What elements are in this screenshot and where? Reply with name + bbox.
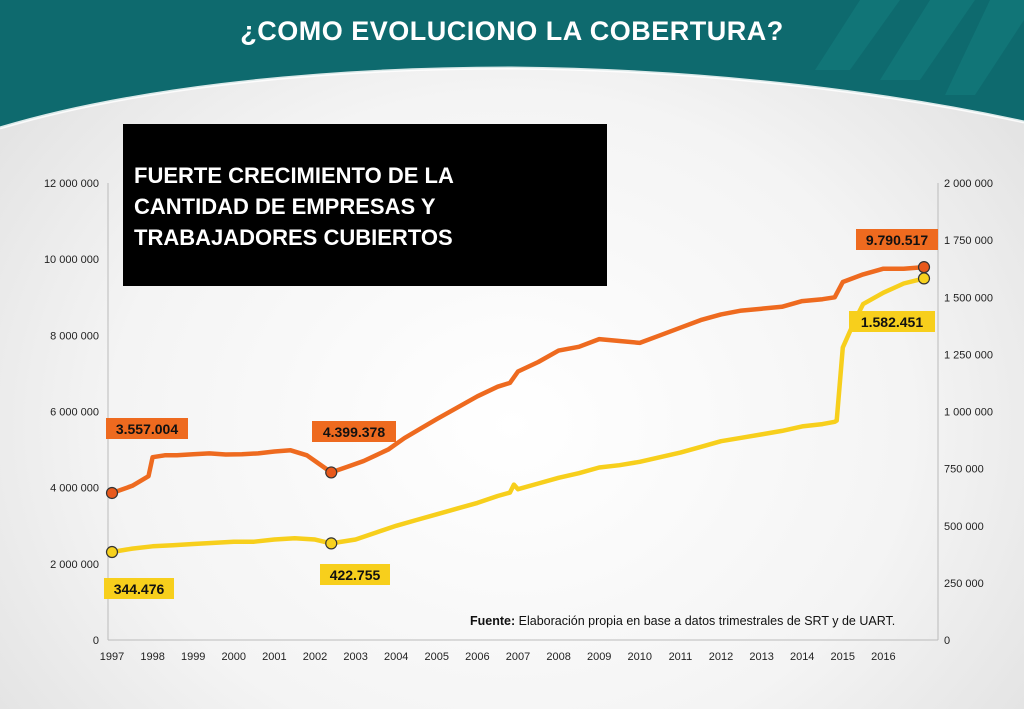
right-tick-label: 0 xyxy=(944,635,950,647)
source-note: Fuente: Elaboración propia en base a dat… xyxy=(470,614,895,628)
data-point-marker xyxy=(325,466,338,479)
data-label: 4.399.378 xyxy=(323,424,385,440)
right-tick-label: 750 000 xyxy=(944,464,984,476)
data-label-box xyxy=(856,229,938,250)
data-label: 1.582.451 xyxy=(861,314,923,330)
page-title: ¿COMO EVOLUCIONO LA COBERTURA? xyxy=(240,16,784,46)
x-tick-label: 1997 xyxy=(100,651,124,663)
callout-text: FUERTE CRECIMIENTO DE LA CANTIDAD DE EMP… xyxy=(134,160,594,253)
data-point-marker xyxy=(917,272,931,285)
source-label: Fuente: xyxy=(470,614,516,628)
x-tick-label: 2015 xyxy=(831,651,855,663)
callout-box xyxy=(123,124,607,286)
left-axis: 0 2 000 000 4 000 000 6 000 000 8 000 000 10 … xyxy=(44,178,109,647)
right-tick-label: 250 000 xyxy=(944,578,984,590)
right-tick-label: 1 000 000 xyxy=(944,407,993,419)
x-tick-label: 1998 xyxy=(140,651,164,663)
data-label: 344.476 xyxy=(114,581,165,597)
left-tick-label: 4 000 000 xyxy=(50,483,99,495)
x-tick-label: 2002 xyxy=(303,651,327,663)
right-tick-label: 500 000 xyxy=(944,521,984,533)
x-tick-label: 2009 xyxy=(587,651,611,663)
x-tick-label: 2006 xyxy=(465,651,489,663)
x-tick-label: 2014 xyxy=(790,651,814,663)
right-axis: 0 250 000 500 000 750 000 1 000 000 1 250 000… xyxy=(937,178,993,647)
x-tick-label: 2005 xyxy=(425,651,449,663)
x-tick-label: 2013 xyxy=(749,651,773,663)
data-label-box xyxy=(849,311,935,332)
callout-line: FUERTE CRECIMIENTO DE LA xyxy=(134,163,454,188)
data-label-box xyxy=(320,564,390,585)
x-tick-label: 2010 xyxy=(628,651,652,663)
x-tick-label: 2012 xyxy=(709,651,733,663)
left-tick-label: 0 xyxy=(93,635,99,647)
data-point-marker xyxy=(105,486,119,500)
x-tick-label: 2000 xyxy=(222,651,246,663)
x-tick-label: 2011 xyxy=(669,651,693,663)
workers-line xyxy=(109,264,927,496)
data-label: 9.790.517 xyxy=(866,232,928,248)
x-tick-label: 1999 xyxy=(181,651,205,663)
callout-line: CANTIDAD DE EMPRESAS Y xyxy=(134,194,436,219)
data-label-box xyxy=(104,578,174,599)
data-point-marker xyxy=(105,545,119,559)
x-tick-label: 2003 xyxy=(343,651,367,663)
left-tick-label: 12 000 000 xyxy=(44,178,99,190)
data-label-box xyxy=(312,421,396,442)
series-layer xyxy=(109,264,927,555)
right-tick-label: 1 250 000 xyxy=(944,349,993,361)
data-label: 422.755 xyxy=(330,567,381,583)
left-tick-label: 10 000 000 xyxy=(44,254,99,266)
right-tick-label: 2 000 000 xyxy=(944,178,993,190)
source-text: Elaboración propia en base a datos trime… xyxy=(518,614,896,628)
data-point-marker xyxy=(917,261,931,274)
x-tick-label: 2007 xyxy=(506,651,530,663)
x-tick-label: 2008 xyxy=(546,651,570,663)
companies-line xyxy=(109,276,927,555)
x-axis: 1997 1998 1999 2000 2001 2002 2003 2004 2005 2006… xyxy=(100,639,938,663)
annotation-layer: 3.557.004 4.399.378 9.790.517 344.476 422.75… xyxy=(104,229,938,599)
right-tick-label: 1 750 000 xyxy=(944,235,993,247)
x-tick-label: 2004 xyxy=(384,651,408,663)
header-band xyxy=(0,0,1024,130)
x-tick-label: 2016 xyxy=(871,651,895,663)
right-tick-label: 1 500 000 xyxy=(944,292,993,304)
left-tick-label: 6 000 000 xyxy=(50,407,99,419)
callout-line: TRABAJADORES CUBIERTOS xyxy=(134,225,453,250)
data-label: 3.557.004 xyxy=(116,421,178,437)
data-label-box xyxy=(106,418,188,439)
x-tick-label: 2001 xyxy=(262,651,286,663)
data-point-marker xyxy=(325,537,338,550)
left-tick-label: 2 000 000 xyxy=(50,559,99,571)
left-tick-label: 8 000 000 xyxy=(50,330,99,342)
